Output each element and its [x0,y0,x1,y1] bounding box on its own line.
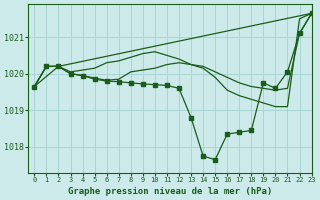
X-axis label: Graphe pression niveau de la mer (hPa): Graphe pression niveau de la mer (hPa) [68,187,272,196]
